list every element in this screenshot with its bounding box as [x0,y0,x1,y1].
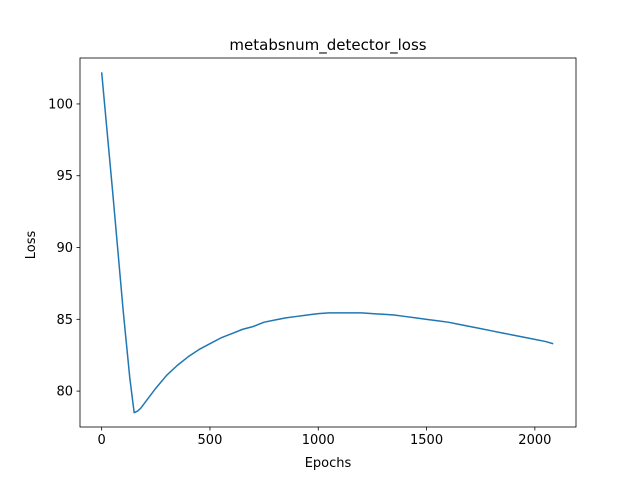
x-tick-label: 0 [98,433,106,448]
y-tick-label: 90 [56,241,73,256]
y-tick-label: 85 [56,313,73,328]
y-tick-label: 80 [56,385,73,400]
y-axis-ticks: 80 85 90 95 100 [48,97,80,400]
x-tick-label: 2000 [518,433,551,448]
x-axis-label: Epochs [305,456,352,471]
plot-frame [79,57,577,428]
y-tick-label: 100 [48,97,73,112]
plot-area [79,57,577,428]
x-tick-label: 1000 [302,433,335,448]
y-tick-label: 95 [56,169,73,184]
series-line-0 [100,72,554,414]
x-axis-ticks: 0 500 1000 1500 2000 [98,427,551,448]
x-tick-label: 500 [198,433,223,448]
y-axis-label: Loss [24,231,39,260]
x-tick-label: 1500 [410,433,443,448]
series-layer [100,72,554,414]
chart-title: metabsnum_detector_loss [229,36,426,55]
